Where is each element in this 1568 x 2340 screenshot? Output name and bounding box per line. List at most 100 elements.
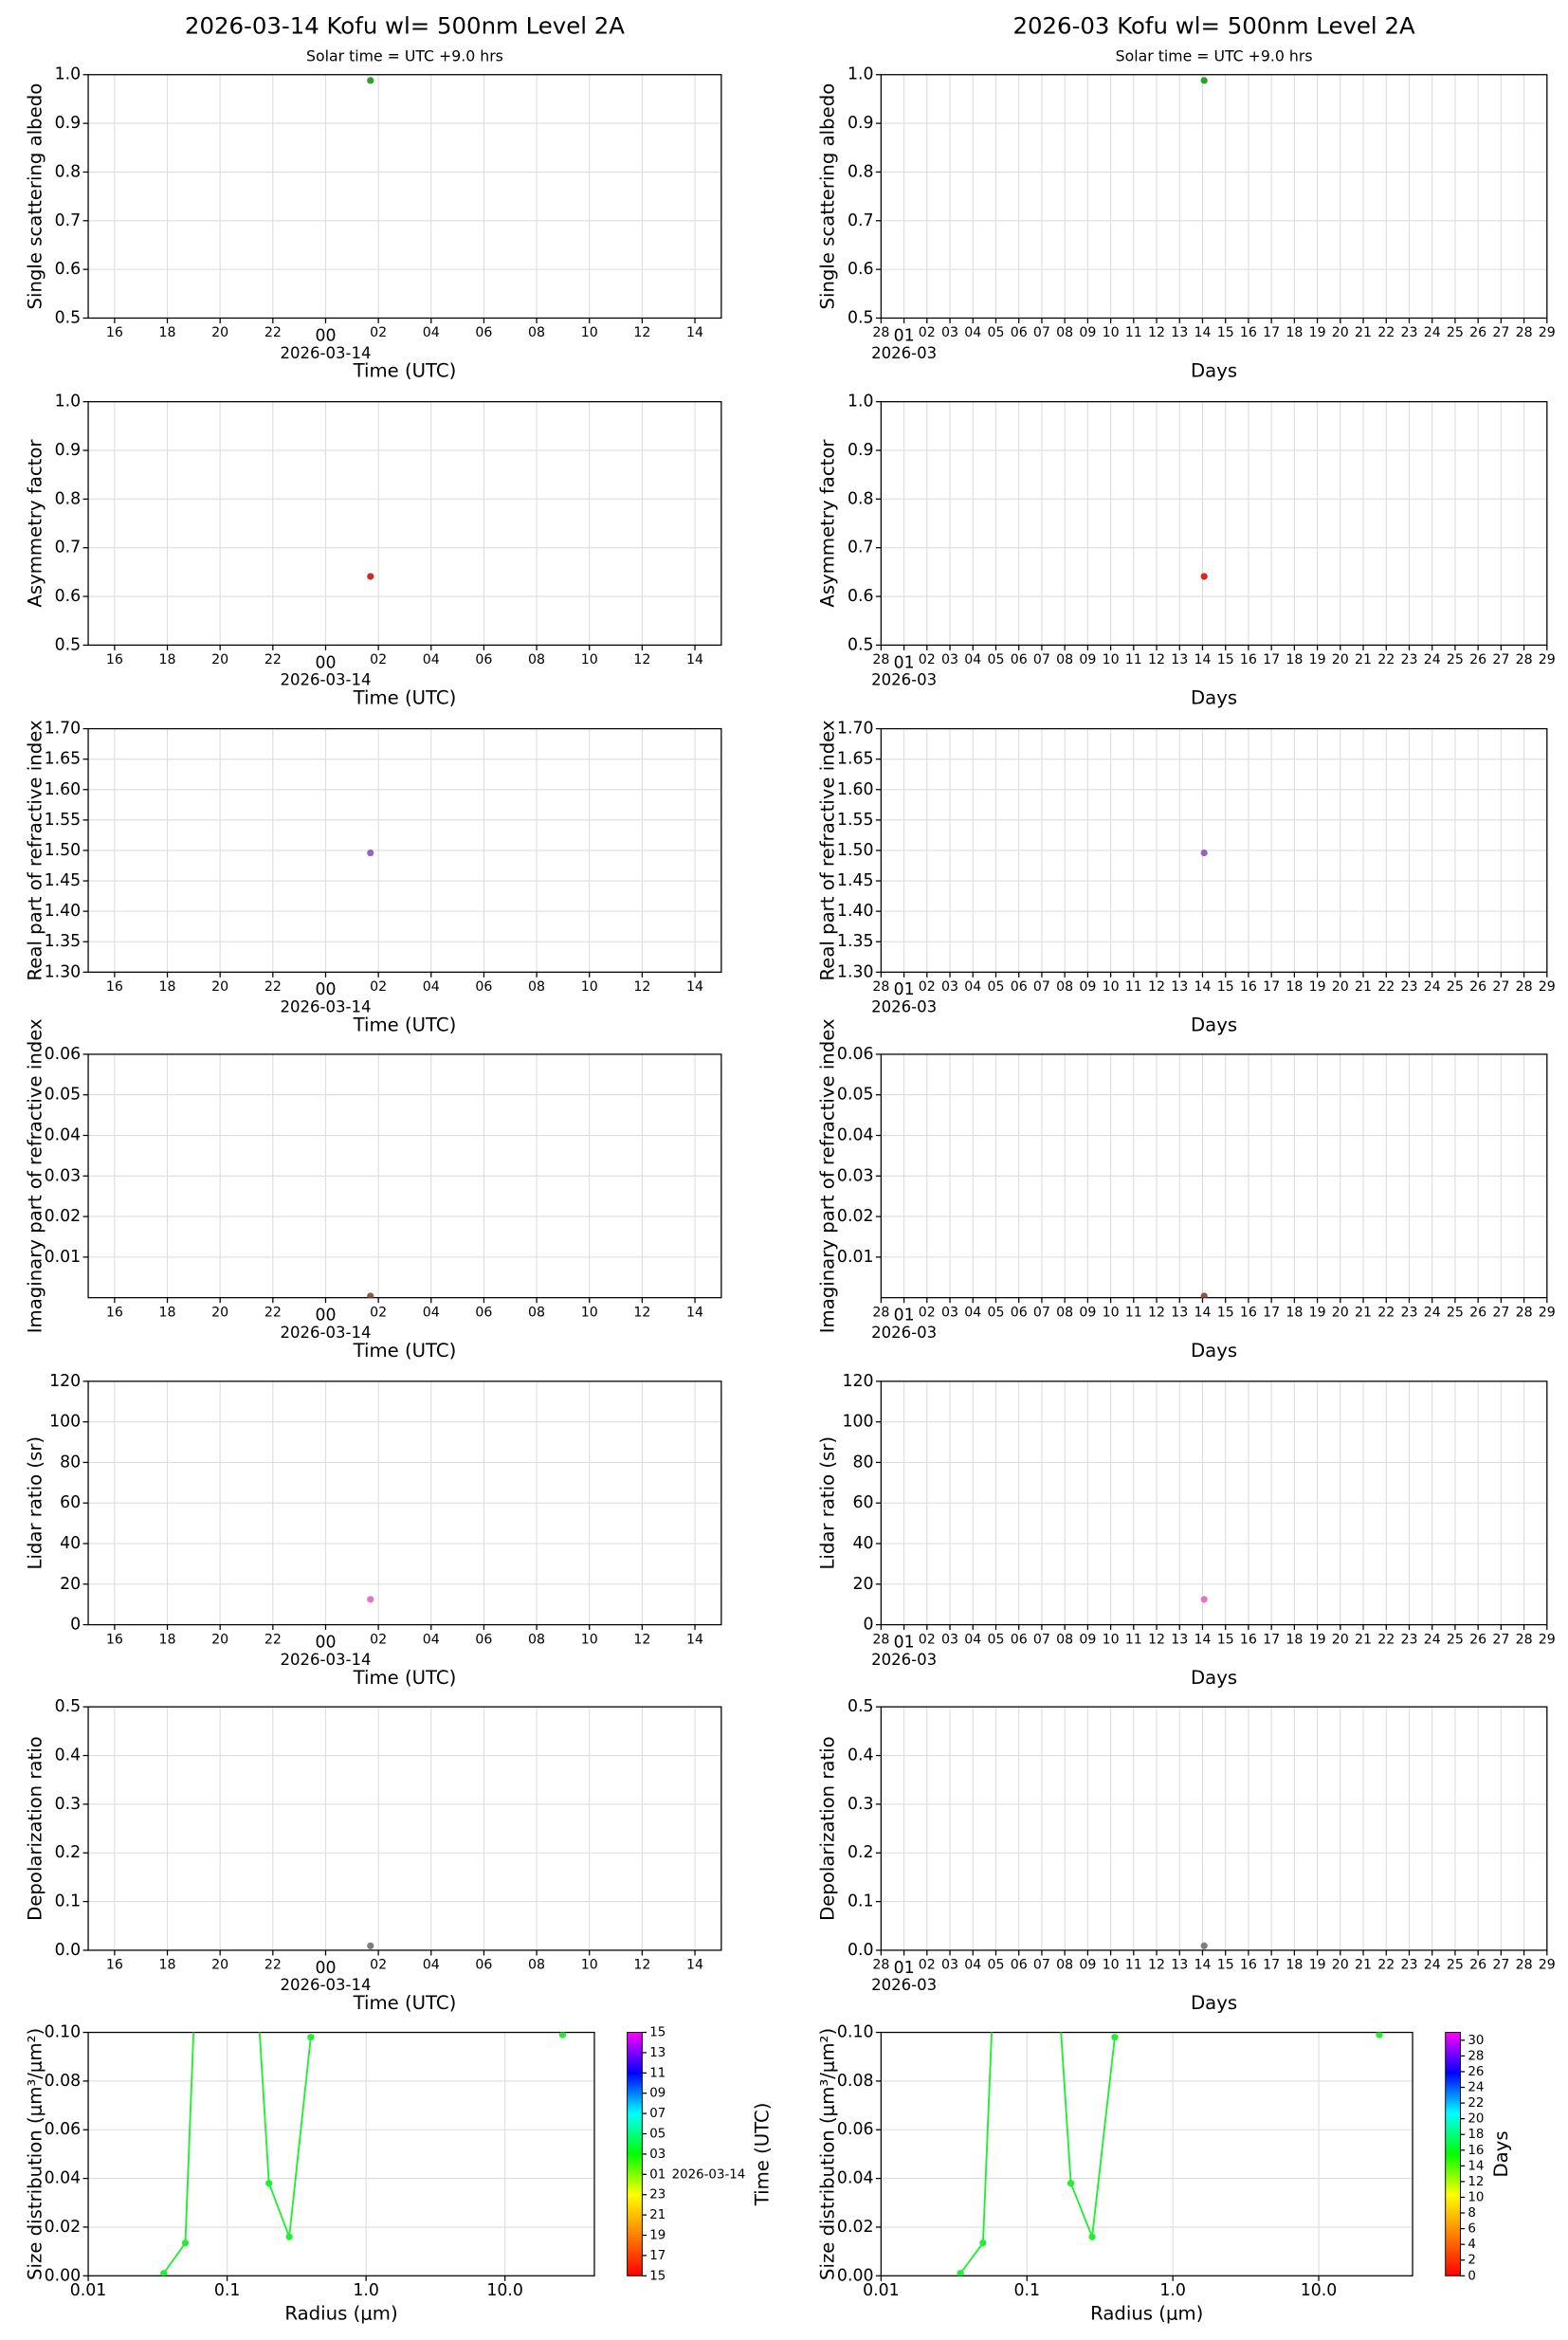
y-tick-label: 1.45: [45, 871, 82, 890]
plot-area: [1200, 1942, 1208, 1949]
plot-area: [1200, 1596, 1208, 1603]
data-point: [1067, 2180, 1075, 2187]
x-tick-label: 19: [1309, 325, 1326, 340]
x-tick-label: 10: [1103, 979, 1120, 995]
colorbar-tick-label: 15: [649, 2269, 665, 2283]
plot-area: [1200, 573, 1208, 580]
y-tick-label: 0.5: [55, 635, 82, 654]
x-tick-label: 12: [1148, 1305, 1165, 1320]
colorbar: [627, 2032, 643, 2276]
x-tick-label: 08: [1056, 1958, 1073, 1973]
x-tick-label: 13: [1171, 325, 1188, 340]
x-tick-label: 09: [1079, 1305, 1096, 1320]
x-tick-label: 07: [1033, 979, 1050, 995]
x-date-label: 2026-03: [871, 671, 937, 689]
x-tick-label: 21: [1355, 979, 1372, 995]
x-tick-label: 00: [315, 326, 336, 345]
x-tick-label: 23: [1400, 652, 1417, 667]
x-tick-label: 04: [964, 652, 981, 667]
y-axis-label: Asymmetry factor: [817, 439, 839, 608]
colorbar-tick-label: 8: [1468, 2206, 1476, 2221]
x-tick-label: 04: [964, 1305, 981, 1320]
x-axis-label: Time (UTC): [353, 1340, 457, 1362]
data-point: [265, 2180, 273, 2187]
x-tick-label: 28: [872, 652, 889, 667]
y-tick-label: 0.04: [45, 2169, 82, 2188]
x-tick-label: 28: [1516, 325, 1533, 340]
colorbar-tick-label: 2: [1468, 2254, 1476, 2268]
y-tick-label: 0.05: [45, 1086, 82, 1105]
y-tick-label: 60: [852, 1493, 873, 1512]
x-tick-label: 00: [315, 980, 336, 999]
x-tick-label: 14: [1194, 979, 1211, 995]
y-tick-label: 0.04: [837, 1126, 874, 1145]
x-axis-label: Time (UTC): [353, 1015, 457, 1036]
plot-frame: [87, 74, 722, 320]
y-axis-label: Size distribution (μm³/μm²): [817, 2028, 839, 2280]
x-tick-label: 17: [1263, 325, 1280, 340]
plot-area: [367, 1942, 374, 1949]
panel: 28 01 02 03 04 05 06 07 08 09 10 11 12 13 14 15 16 17 18 19…: [817, 1372, 1556, 1689]
x-tick-label: 04: [964, 1632, 981, 1647]
chart-subtitle: Solar time = UTC +9.0 hrs: [306, 46, 503, 64]
x-tick-label: 12: [1148, 1958, 1165, 1973]
x-tick-label: 10: [1103, 1958, 1120, 1973]
x-tick-label: 25: [1447, 979, 1464, 995]
y-tick-label: 0.06: [837, 1045, 874, 1064]
y-tick-label: 0.08: [45, 2072, 82, 2091]
x-axis-label: Radius (μm): [284, 2303, 397, 2325]
x-tick-label: 10: [581, 652, 598, 667]
x-tick-label: 02: [919, 325, 936, 340]
x-tick-label: 18: [159, 325, 176, 340]
x-tick-label: 01: [894, 1633, 915, 1652]
x-tick-label: 10: [1103, 1305, 1120, 1320]
x-date-label: 2026-03-14: [280, 998, 371, 1016]
x-tick-label: 28: [872, 1632, 889, 1647]
colorbar-tick-label: 11: [649, 2066, 665, 2080]
y-tick-label: 1.40: [837, 902, 874, 921]
colorbar-tick-label: 21: [649, 2208, 665, 2222]
y-tick-label: 1.0: [55, 65, 82, 84]
x-tick-label: 21: [1355, 1632, 1372, 1647]
x-tick-label: 29: [1539, 652, 1556, 667]
y-tick-label: 0.8: [55, 489, 82, 508]
x-date-label: 2026-03-14: [280, 1651, 371, 1669]
x-tick-label: 28: [1516, 1958, 1533, 1973]
x-tick-label: 17: [1263, 1305, 1280, 1320]
data-point: [367, 573, 374, 580]
y-tick-label: 80: [60, 1453, 81, 1472]
x-tick-label: 05: [987, 1958, 1004, 1973]
x-date-label: 2026-03-14: [280, 1976, 371, 1994]
y-tick-label: 1.45: [837, 871, 874, 890]
y-tick-label: 0.1: [55, 1892, 82, 1911]
x-tick-label: 22: [1377, 1305, 1395, 1320]
x-tick-label: 00: [315, 1959, 336, 1978]
x-tick-label: 04: [964, 1958, 981, 1973]
x-tick-label: 13: [1171, 1632, 1188, 1647]
x-tick-label: 18: [1285, 979, 1303, 995]
y-tick-label: 0.9: [55, 114, 82, 133]
x-axis-label: Time (UTC): [353, 1667, 457, 1689]
x-tick-label: 08: [1056, 979, 1073, 995]
colorbar-tick-label: 6: [1468, 2222, 1476, 2237]
x-axis-label: Days: [1191, 1992, 1237, 2014]
x-tick-label: 25: [1447, 652, 1464, 667]
colorbar-tick-label: 17: [649, 2249, 665, 2263]
x-tick-label: 0.1: [214, 2281, 241, 2300]
data-point: [1049, 1900, 1056, 1907]
data-point: [996, 1835, 1003, 1841]
plot-frame: [87, 1706, 722, 1951]
x-tick-label: 28: [872, 1305, 889, 1320]
y-tick-label: 0.6: [848, 260, 874, 279]
x-axis-label: Days: [1191, 687, 1237, 709]
y-tick-label: 0: [863, 1616, 873, 1635]
x-tick-label: 13: [1171, 1958, 1188, 1973]
x-tick-label: 19: [1309, 1958, 1326, 1973]
plot-frame: [880, 401, 1548, 647]
x-tick-label: 29: [1539, 1305, 1556, 1320]
y-tick-label: 1.30: [45, 962, 82, 981]
x-tick-label: 16: [106, 325, 123, 340]
colorbar-tick-label: 23: [649, 2188, 665, 2203]
